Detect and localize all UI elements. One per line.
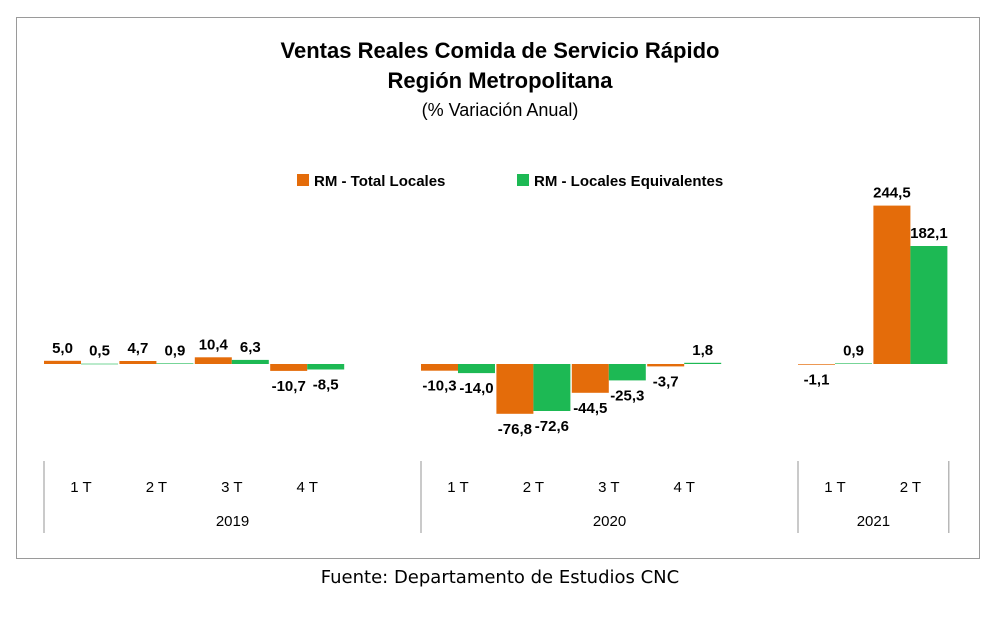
year-label-2021: 2021: [857, 513, 890, 530]
data-label-total-0: 5,0: [52, 340, 73, 357]
bar-total-1: [119, 361, 157, 364]
category-label-8: 4 T: [673, 479, 694, 496]
year-label-2019: 2019: [216, 513, 249, 530]
bar-total-8: [647, 364, 685, 367]
bar-total-0: [44, 360, 81, 364]
data-label-equivalentes-8: 1,8: [692, 342, 713, 359]
bar-total-11: [873, 205, 911, 364]
category-label-7: 3 T: [598, 479, 619, 496]
category-label-3: 4 T: [296, 479, 317, 496]
data-label-equivalentes-10: 0,9: [843, 342, 864, 359]
data-label-equivalentes-0: 0,5: [89, 343, 110, 360]
data-label-total-3: -10,7: [272, 378, 306, 395]
data-label-equivalentes-2: 6,3: [240, 339, 261, 356]
bars-layer: [44, 205, 948, 414]
bar-equivalentes-8: [684, 362, 722, 364]
legend-swatch-total: [297, 174, 309, 186]
data-label-total-10: -1,1: [804, 372, 830, 389]
bar-equivalentes-7: [608, 364, 646, 381]
data-label-total-7: -44,5: [573, 400, 607, 417]
data-label-equivalentes-1: 0,9: [164, 342, 185, 359]
bar-chart: Ventas Reales Comida de Servicio Rápido …: [43, 38, 950, 533]
bar-equivalentes-1: [156, 363, 194, 364]
data-label-total-2: 10,4: [199, 336, 229, 353]
data-label-equivalentes-5: -14,0: [459, 380, 493, 397]
chart-title-line2: Región Metropolitana: [388, 68, 614, 93]
data-label-total-8: -3,7: [653, 373, 679, 390]
category-axis: 1 T 2 T 3 T 4 T 1 T 2 T 3 T 4 T 1 T 2 T 2019 2020 20…: [43, 461, 950, 533]
bar-equivalentes-11: [910, 246, 948, 364]
bar-equivalentes-5: [458, 364, 495, 374]
legend-swatch-equivalentes: [517, 174, 529, 186]
category-label-5: 1 T: [447, 479, 468, 496]
bar-total-2: [194, 357, 232, 364]
bar-total-3: [270, 364, 308, 371]
year-label-2020: 2020: [593, 513, 626, 530]
category-label-10: 1 T: [824, 479, 845, 496]
category-label-1: 2 T: [146, 479, 167, 496]
bar-equivalentes-10: [835, 363, 872, 364]
bar-equivalentes-2: [231, 359, 269, 364]
chart-legend: RM - Total Locales RM - Locales Equivale…: [297, 173, 723, 190]
data-label-equivalentes-6: -72,6: [535, 418, 569, 435]
category-label-2: 3 T: [221, 479, 242, 496]
category-label-11: 2 T: [900, 479, 921, 496]
data-label-total-5: -10,3: [422, 378, 456, 395]
chart-frame: Ventas Reales Comida de Servicio Rápido …: [16, 17, 980, 559]
data-label-total-6: -76,8: [498, 421, 532, 438]
data-label-total-11: 244,5: [873, 185, 911, 202]
source-note: Fuente: Departamento de Estudios CNC: [320, 567, 680, 588]
bar-total-6: [496, 364, 534, 414]
category-label-0: 1 T: [70, 479, 91, 496]
legend-label-equivalentes: RM - Locales Equivalentes: [534, 173, 723, 190]
bar-total-10: [798, 364, 835, 365]
data-label-total-1: 4,7: [127, 340, 148, 357]
bar-equivalentes-3: [307, 364, 345, 370]
legend-label-total: RM - Total Locales: [314, 173, 445, 190]
bar-total-7: [571, 364, 609, 393]
bar-total-5: [421, 364, 458, 371]
chart-subtitle: (% Variación Anual): [422, 100, 579, 120]
data-label-equivalentes-11: 182,1: [910, 225, 948, 242]
category-label-6: 2 T: [523, 479, 544, 496]
data-label-equivalentes-3: -8,5: [313, 377, 339, 394]
bar-equivalentes-0: [81, 363, 118, 365]
chart-title: Ventas Reales Comida de Servicio Rápido: [281, 38, 720, 63]
bar-equivalentes-6: [533, 364, 571, 411]
data-label-equivalentes-7: -25,3: [610, 387, 644, 404]
data-labels-layer: 5,0 4,7 10,4 -10,7 -10,3 -76,8 -44,5 -3,7 -1,1 24…: [52, 185, 948, 438]
